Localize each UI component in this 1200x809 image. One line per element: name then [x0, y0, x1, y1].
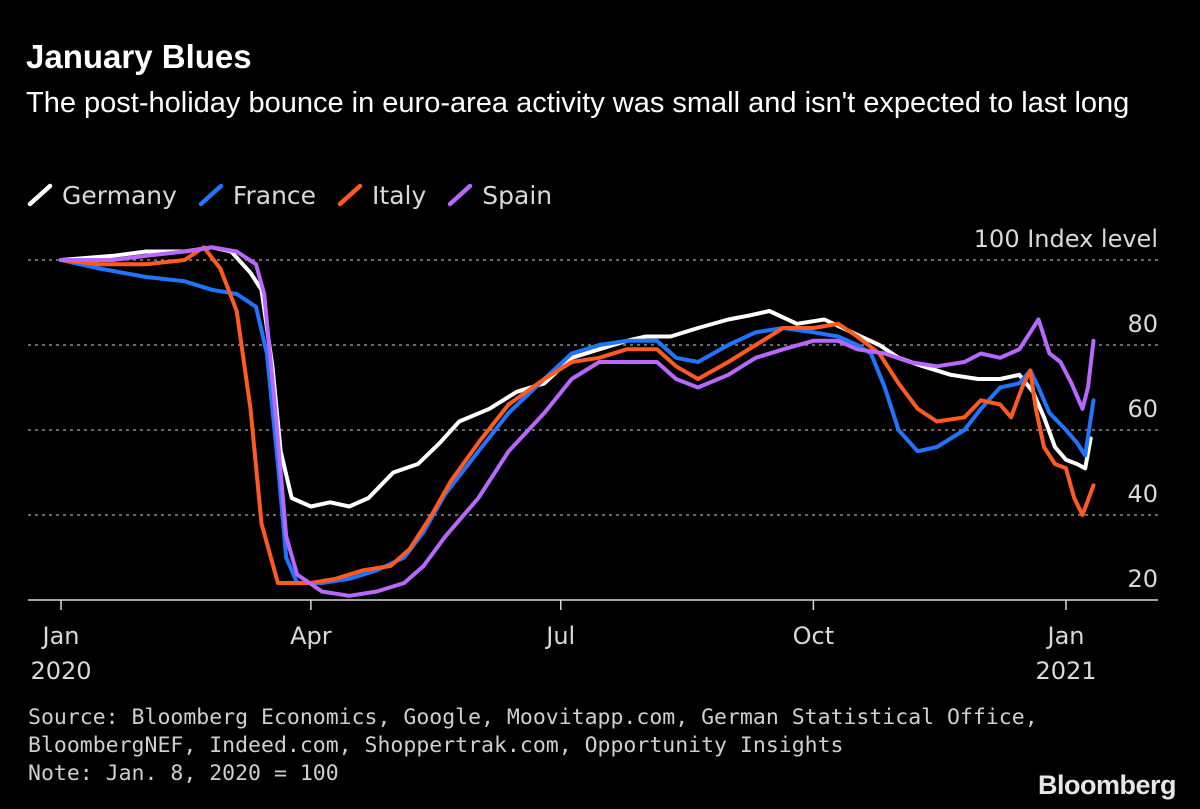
x-tick-label-2020-01-01: Jan — [41, 622, 80, 650]
y-tick-label-40: 40 — [1127, 480, 1158, 508]
y-tick-label-20: 20 — [1127, 565, 1158, 593]
chart-legend: Germany France Italy Spain — [26, 178, 572, 212]
series-line-france — [59, 258, 1096, 585]
legend-swatch-spain — [448, 183, 473, 207]
legend-item-germany: Germany — [26, 181, 177, 210]
series-line-spain — [59, 245, 1096, 598]
y-tick-label-80: 80 — [1127, 310, 1158, 338]
legend-label-france: France — [232, 180, 317, 210]
series-line-italy — [59, 245, 1096, 585]
chart-title: January Blues — [26, 38, 252, 75]
y-tick-label-100: 100 Index level — [974, 225, 1158, 253]
legend-item-italy: Italy — [336, 181, 426, 210]
source-line-2: BloombergNEF, Indeed.com, Shoppertrak.co… — [28, 733, 844, 758]
legend-swatch-france — [198, 183, 224, 207]
series-lines — [59, 245, 1096, 598]
legend-label-spain: Spain — [482, 180, 553, 210]
legend-swatch-italy — [337, 183, 363, 207]
y-axis-labels: 100 Index level 80 60 40 20 — [974, 225, 1158, 593]
x-tick-year-2021: 2021 — [1035, 657, 1096, 685]
x-tick-label-2020-04-01: Apr — [290, 622, 332, 650]
legend-item-france: France — [197, 181, 316, 210]
y-tick-label-60: 60 — [1127, 395, 1158, 423]
x-axis: Jan 2020 Apr Jul Oct Jan 2021 — [28, 599, 1158, 685]
legend-label-germany: Germany — [62, 180, 177, 210]
x-tick-label-2021-01-01: Jan — [1046, 622, 1085, 650]
legend-swatch-germany — [27, 183, 53, 207]
chart-subtitle: The post-holiday bounce in euro-area act… — [26, 87, 1130, 119]
chart-note: Note: Jan. 8, 2020 = 100 — [28, 761, 339, 786]
x-tick-label-2020-07-01: Jul — [544, 622, 575, 650]
x-tick-year-2020: 2020 — [30, 657, 91, 685]
source-line-1: Source: Bloomberg Economics, Google, Moo… — [28, 705, 1038, 730]
legend-label-italy: Italy — [372, 180, 427, 210]
x-tick-label-2020-10-01: Oct — [793, 622, 835, 650]
gridlines — [28, 259, 1158, 516]
chart-footer: Source: Bloomberg Economics, Google, Moo… — [28, 704, 1038, 788]
legend-item-spain: Spain — [446, 181, 552, 210]
bloomberg-logo: Bloomberg — [1037, 770, 1177, 800]
